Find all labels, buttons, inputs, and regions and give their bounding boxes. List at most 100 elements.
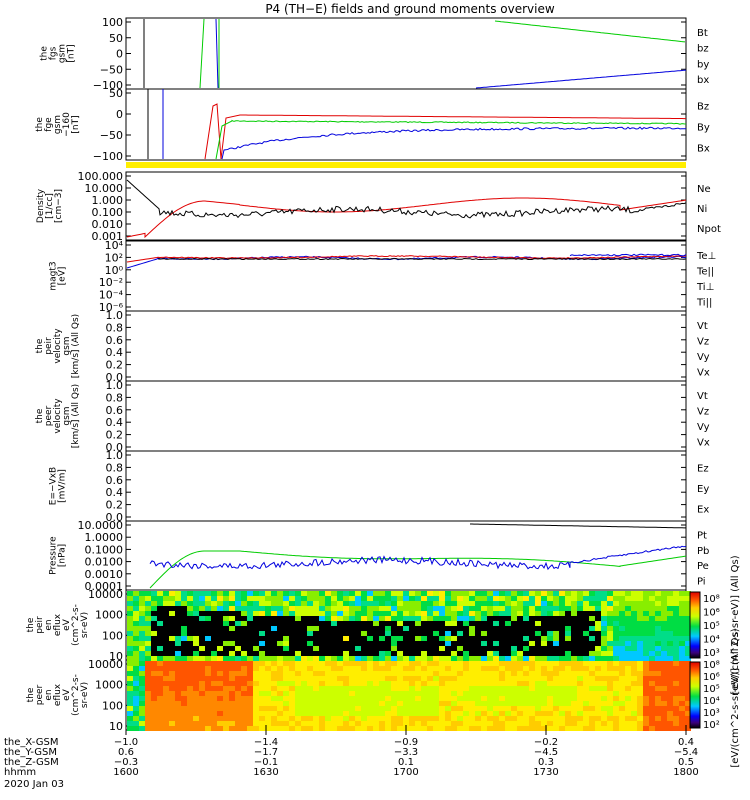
spectrogram-cell bbox=[487, 611, 493, 616]
spectrogram-cell bbox=[517, 616, 523, 621]
spectrogram-cell bbox=[175, 716, 181, 721]
spectrogram-cell bbox=[325, 701, 331, 706]
x-row-value: −0.9 bbox=[394, 737, 418, 748]
spectrogram-cell bbox=[271, 666, 277, 671]
spectrogram-cell bbox=[409, 631, 415, 636]
y-label-line: Pressure bbox=[49, 536, 59, 575]
spectrogram-cell bbox=[295, 616, 301, 621]
spectrogram-cell bbox=[223, 656, 229, 661]
spectrogram-cell bbox=[355, 671, 361, 676]
spectrogram-cell bbox=[661, 646, 667, 651]
spectrogram-cell bbox=[211, 606, 217, 611]
spectrogram-cell bbox=[181, 641, 187, 646]
spectrogram-cell bbox=[583, 726, 589, 731]
spectrogram-cell bbox=[265, 631, 271, 636]
spectrogram-cell bbox=[253, 631, 259, 636]
spectrogram-cell bbox=[307, 706, 313, 711]
spectrogram-cell bbox=[397, 671, 403, 676]
trace-te-par bbox=[157, 257, 687, 261]
spectrogram-cell bbox=[211, 646, 217, 651]
spectrogram-cell bbox=[553, 651, 559, 656]
spectrogram-cell bbox=[559, 691, 565, 696]
spectrogram-cell bbox=[349, 661, 355, 666]
spectrogram-cell bbox=[529, 631, 535, 636]
spectrogram-cell bbox=[127, 686, 133, 691]
spectrogram-cell bbox=[373, 621, 379, 626]
spectrogram-cell bbox=[187, 696, 193, 701]
spectrogram-cell bbox=[571, 696, 577, 701]
spectrogram-cell bbox=[553, 686, 559, 691]
spectrogram-cell bbox=[289, 671, 295, 676]
spectrogram-cell bbox=[469, 656, 475, 661]
spectrogram-cell bbox=[307, 621, 313, 626]
spectrogram-cell bbox=[355, 661, 361, 666]
spectrogram-cell bbox=[247, 686, 253, 691]
spectrogram-cell bbox=[265, 671, 271, 676]
spectrogram-cell bbox=[481, 726, 487, 731]
spectrogram-cell bbox=[253, 666, 259, 671]
spectrogram-cell bbox=[481, 636, 487, 641]
spectrogram-cell bbox=[283, 611, 289, 616]
spectrogram-cell bbox=[307, 626, 313, 631]
spectrogram-cell bbox=[673, 676, 679, 681]
spectrogram-cell bbox=[577, 696, 583, 701]
spectrogram-cell bbox=[517, 666, 523, 671]
spectrogram-cell bbox=[475, 671, 481, 676]
spectrogram-cell bbox=[523, 646, 529, 651]
spectrogram-cell bbox=[409, 701, 415, 706]
spectrogram-cell bbox=[217, 621, 223, 626]
spectrogram-cell bbox=[571, 716, 577, 721]
spectrogram-cell bbox=[169, 711, 175, 716]
spectrogram-cell bbox=[529, 646, 535, 651]
spectrogram-cell bbox=[241, 696, 247, 701]
spectrogram-cell bbox=[589, 711, 595, 716]
spectrogram-cell bbox=[655, 716, 661, 721]
spectrogram-cell bbox=[553, 681, 559, 686]
spectrogram-cell bbox=[565, 606, 571, 611]
spectrogram-cell bbox=[319, 641, 325, 646]
spectrogram-cell bbox=[595, 651, 601, 656]
spectrogram-cell bbox=[265, 706, 271, 711]
spectrogram-cell bbox=[355, 626, 361, 631]
spectrogram-cell bbox=[655, 631, 661, 636]
spectrogram-cell bbox=[607, 701, 613, 706]
spectrogram-cell bbox=[613, 661, 619, 666]
spectrogram-cell bbox=[679, 621, 685, 626]
spectrogram-cell bbox=[331, 631, 337, 636]
spectrogram-cell bbox=[313, 621, 319, 626]
spectrogram-cell bbox=[457, 641, 463, 646]
spectrogram-cell bbox=[571, 721, 577, 726]
spectrogram-cell bbox=[139, 646, 145, 651]
spectrogram-cell bbox=[343, 651, 349, 656]
spectrogram-cell bbox=[349, 646, 355, 651]
spectrogram-cell bbox=[157, 656, 163, 661]
y-tick-label: 0.0 bbox=[106, 511, 124, 524]
spectrogram-cell bbox=[511, 631, 517, 636]
spectrogram-cell bbox=[637, 626, 643, 631]
spectrogram-cell bbox=[553, 611, 559, 616]
spectrogram-cell bbox=[685, 601, 691, 606]
spectrogram-cell bbox=[379, 676, 385, 681]
spectrogram-cell bbox=[625, 646, 631, 651]
spectrogram-cell bbox=[505, 626, 511, 631]
spectrogram-cell bbox=[661, 716, 667, 721]
spectrogram-cell bbox=[613, 641, 619, 646]
spectrogram-cell bbox=[295, 701, 301, 706]
spectrogram-cell bbox=[625, 676, 631, 681]
spectrogram-cell bbox=[463, 646, 469, 651]
spectrogram-cell bbox=[535, 631, 541, 636]
spectrogram-cell bbox=[163, 711, 169, 716]
spectrogram-cell bbox=[157, 686, 163, 691]
spectrogram-cell bbox=[433, 721, 439, 726]
spectrogram-cell bbox=[553, 626, 559, 631]
spectrogram-cell bbox=[649, 661, 655, 666]
spectrogram-cell bbox=[283, 606, 289, 611]
spectrogram-cell bbox=[427, 591, 433, 596]
spectrogram-cell bbox=[499, 706, 505, 711]
spectrogram-cell bbox=[481, 631, 487, 636]
spectrogram-cell bbox=[673, 601, 679, 606]
spectrogram-cell bbox=[259, 656, 265, 661]
spectrogram-cell bbox=[355, 621, 361, 626]
